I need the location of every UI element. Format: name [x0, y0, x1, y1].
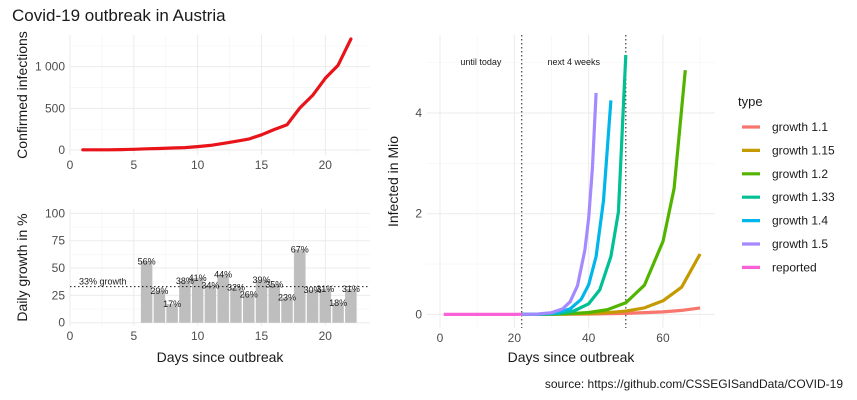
legend-item-growth-1-33-label: growth 1.33	[772, 190, 835, 204]
growth-y-tick-label: 25	[52, 288, 66, 302]
infections-x-tick-label: 15	[255, 158, 269, 172]
projection-x-tick-label: 0	[437, 331, 444, 345]
growth-bar	[281, 297, 293, 323]
projection-series-growth-1-4	[521, 100, 613, 316]
projection-y-tick-label: 0	[415, 307, 422, 321]
growth-bar-label: 31%	[342, 284, 360, 294]
legend-item-growth-1-4-label: growth 1.4	[772, 214, 828, 228]
source-note: source: https://github.com/CSSEGISandDat…	[544, 377, 843, 391]
growth-bar	[140, 261, 153, 323]
growth-bar	[268, 284, 280, 323]
projection-y-tick-label: 4	[415, 106, 422, 120]
growth-y-tick-label: 75	[52, 234, 66, 248]
projection-x-tick-label: 20	[508, 331, 522, 345]
growth-y-tick-label: 100	[45, 206, 65, 220]
projection-series-growth-1-33	[521, 55, 628, 316]
legend-item-growth-1-5-label: growth 1.5	[772, 237, 828, 251]
growth-bar	[332, 303, 344, 323]
projection-annotation: until today	[460, 57, 502, 67]
growth-bar-label: 34%	[201, 281, 219, 291]
growth-bar	[306, 289, 319, 323]
infections-series-line	[81, 37, 353, 152]
growth-bar	[345, 288, 357, 323]
growth-x-tick-label: 5	[130, 329, 137, 343]
growth-bar-label: 56%	[138, 256, 156, 266]
growth-x-tick-label: 15	[255, 329, 269, 343]
projection-y-axis-title: Infected in Mio	[385, 136, 401, 227]
growth-bar	[166, 304, 178, 323]
projection-series-growth-1-5	[521, 92, 598, 316]
legend-item-growth-1-15-label: growth 1.15	[772, 143, 835, 157]
projection-series-growth-1-15	[521, 253, 702, 316]
growth-bar-label: 23%	[278, 293, 296, 303]
projection-x-tick-label: 60	[656, 331, 670, 345]
growth-x-tick-label: 20	[319, 329, 333, 343]
infections-x-tick-label: 10	[191, 158, 205, 172]
infections-y-axis-title: Confirmed infections	[14, 31, 30, 159]
growth-bar	[242, 294, 255, 323]
legend-item-growth-1-1-label: growth 1.1	[772, 120, 828, 134]
legend: type growth 1.1 growth 1.15 growth 1.2 growt…	[738, 94, 835, 274]
growth-bar	[255, 280, 268, 323]
growth-bar	[217, 274, 229, 323]
legend-item-reported-label: reported	[772, 260, 817, 274]
projection-y-tick-label: 2	[415, 207, 422, 221]
growth-bar-label: 67%	[291, 244, 309, 254]
legend-item-growth-1-2-label: growth 1.2	[772, 167, 828, 181]
growth-bar-label: 18%	[329, 298, 347, 308]
growth-bar-label: 38%	[176, 276, 194, 286]
growth-bar-label: 35%	[265, 279, 283, 289]
growth-y-tick-label: 0	[58, 316, 65, 330]
growth-panel: 0 5 10 15 20 0 25 50 75 100 Daily growth in % Days …	[14, 206, 370, 365]
growth-bar-label: 39%	[252, 275, 270, 285]
growth-bar	[230, 287, 242, 323]
growth-x-tick-label: 10	[191, 329, 205, 343]
projection-panel: 0 20 40 60 0 2 4 Infected in Mio Days since outb…	[385, 35, 715, 365]
growth-bar	[294, 249, 306, 323]
projection-x-axis-title: Days since outbreak	[508, 349, 636, 365]
infections-x-tick-label: 0	[67, 158, 74, 172]
growth-x-tick-label: 0	[67, 329, 74, 343]
growth-bar-label: 30%	[304, 285, 322, 295]
growth-bar-label: 41%	[189, 273, 207, 283]
growth-bar	[204, 285, 217, 323]
growth-bar	[319, 288, 332, 323]
growth-reference-label: 33% growth	[79, 277, 127, 287]
growth-bar-label: 44%	[214, 270, 232, 280]
growth-bar-label: 26%	[240, 289, 258, 299]
growth-y-axis-title: Daily growth in %	[14, 213, 30, 321]
growth-bar-label: 32%	[227, 283, 245, 293]
growth-bar-label: 31%	[316, 284, 334, 294]
projection-annotation: next 4 weeks	[548, 57, 601, 67]
growth-x-axis-title: Days since outbreak	[157, 349, 285, 365]
infections-panel: 0 5 10 15 20 0 500 1 000 Confirmed infections	[14, 31, 370, 172]
infections-y-tick-label: 500	[45, 101, 65, 115]
infections-x-tick-label: 20	[319, 158, 333, 172]
page-title: Covid-19 outbreak in Austria	[12, 6, 226, 25]
growth-bar	[153, 291, 166, 323]
growth-bar-label: 17%	[163, 299, 181, 309]
infections-y-tick-label: 1 000	[35, 60, 65, 74]
infections-y-tick-label: 0	[58, 143, 65, 157]
infections-x-tick-label: 5	[130, 158, 137, 172]
legend-title: type	[738, 94, 763, 109]
growth-y-tick-label: 50	[52, 261, 66, 275]
projection-x-tick-label: 40	[582, 331, 596, 345]
growth-bar	[191, 277, 204, 323]
growth-bar	[179, 281, 191, 323]
growth-bar-label: 29%	[150, 286, 168, 296]
